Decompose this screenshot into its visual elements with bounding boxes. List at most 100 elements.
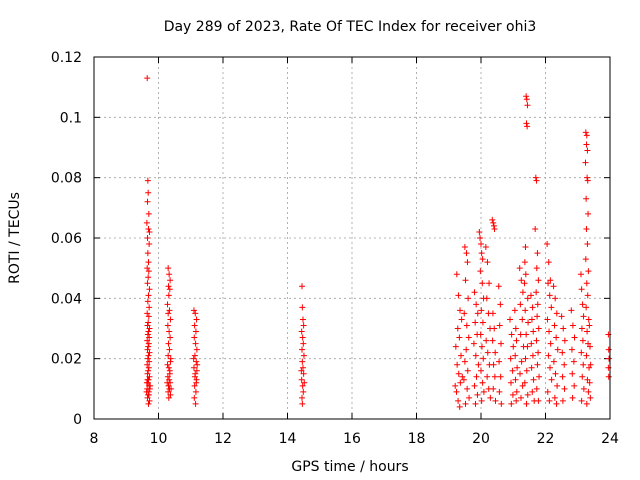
data-point-marker: [605, 373, 612, 380]
data-point-marker: [167, 316, 174, 323]
data-point-marker: [586, 322, 593, 329]
data-point-marker: [476, 228, 483, 235]
data-point-marker: [145, 189, 152, 196]
data-point-marker: [190, 307, 197, 314]
data-point-marker: [508, 400, 515, 407]
data-point-marker: [473, 373, 480, 380]
data-point-marker: [145, 313, 152, 320]
data-point-marker: [479, 256, 486, 263]
x-tick-label: 18: [408, 431, 426, 447]
data-point-marker: [528, 340, 535, 347]
data-point-marker: [144, 280, 151, 287]
data-point-marker: [559, 349, 566, 356]
data-point-marker: [522, 355, 529, 362]
data-point-marker: [299, 364, 306, 371]
data-point-marker: [146, 358, 153, 365]
data-point-marker: [583, 304, 590, 311]
data-point-marker: [509, 391, 516, 398]
data-point-marker: [512, 352, 519, 359]
data-point-marker: [144, 376, 151, 383]
data-point-marker: [546, 292, 553, 299]
data-point-marker: [299, 304, 306, 311]
data-point-marker: [164, 322, 171, 329]
data-point-marker: [548, 376, 555, 383]
data-point-marker: [146, 325, 153, 332]
data-point-marker: [490, 385, 497, 392]
data-point-marker: [547, 364, 554, 371]
data-point-marker: [463, 346, 470, 353]
data-point-marker: [569, 370, 576, 377]
data-point-marker: [577, 271, 584, 278]
data-point-marker: [583, 141, 590, 148]
data-point-marker: [534, 313, 541, 320]
data-point-marker: [570, 358, 577, 365]
data-point-marker: [582, 159, 589, 166]
data-point-marker: [167, 391, 174, 398]
data-point-marker: [472, 352, 479, 359]
data-point-marker: [507, 316, 514, 323]
data-point-marker: [299, 400, 306, 407]
data-point-marker: [584, 174, 591, 181]
data-point-marker: [554, 382, 561, 389]
data-point-marker: [192, 400, 199, 407]
data-point-marker: [507, 379, 514, 386]
data-point-marker: [583, 195, 590, 202]
data-point-marker: [553, 310, 560, 317]
data-point-marker: [533, 177, 540, 184]
data-point-marker: [587, 394, 594, 401]
data-point-marker: [527, 292, 534, 299]
data-point-marker: [165, 394, 172, 401]
data-point-marker: [513, 397, 520, 404]
data-point-marker: [145, 364, 152, 371]
data-point-marker: [534, 361, 541, 368]
data-point-marker: [463, 250, 470, 257]
data-point-marker: [518, 358, 525, 365]
data-point-marker: [561, 337, 568, 344]
data-point-marker: [518, 277, 525, 284]
plot-frame: [93, 56, 611, 420]
data-point-marker: [144, 198, 151, 205]
data-point-marker: [166, 346, 173, 353]
data-point-marker: [479, 319, 486, 326]
data-point-marker: [146, 241, 153, 248]
data-point-marker: [192, 310, 199, 317]
data-point-marker: [474, 310, 481, 317]
data-point-marker: [165, 283, 172, 290]
data-point-marker: [456, 334, 463, 341]
data-point-marker: [491, 325, 498, 332]
data-point-marker: [465, 334, 472, 341]
data-point-marker: [478, 343, 485, 350]
data-point-marker: [484, 373, 491, 380]
data-point-marker: [569, 322, 576, 329]
data-point-marker: [478, 397, 485, 404]
data-point-marker: [143, 219, 150, 226]
data-point-marker: [483, 337, 490, 344]
data-point-marker: [462, 400, 469, 407]
data-point-marker: [299, 358, 306, 365]
data-point-marker: [522, 244, 529, 251]
data-point-marker: [495, 283, 502, 290]
data-point-marker: [479, 280, 486, 287]
data-point-marker: [478, 241, 484, 248]
data-point-marker: [167, 334, 174, 341]
data-point-marker: [498, 400, 505, 407]
data-point-marker: [164, 301, 171, 308]
data-point-marker: [191, 322, 198, 329]
grid-lines: [94, 57, 610, 419]
data-point-marker: [299, 283, 306, 290]
data-point-marker: [300, 388, 307, 395]
data-point-marker: [461, 310, 468, 317]
data-point-marker: [529, 352, 536, 359]
data-point-marker: [146, 349, 153, 356]
data-point-marker: [519, 382, 526, 389]
data-point-marker: [166, 328, 173, 335]
data-point-marker: [489, 216, 496, 223]
y-tick-label: 0.1: [60, 110, 82, 126]
data-point-marker: [585, 316, 592, 323]
data-point-marker: [528, 316, 535, 323]
data-point-marker: [145, 259, 152, 266]
data-point-marker: [489, 310, 496, 317]
data-point-marker: [146, 334, 153, 341]
data-point-marker: [546, 328, 553, 335]
data-point-marker: [578, 286, 585, 293]
